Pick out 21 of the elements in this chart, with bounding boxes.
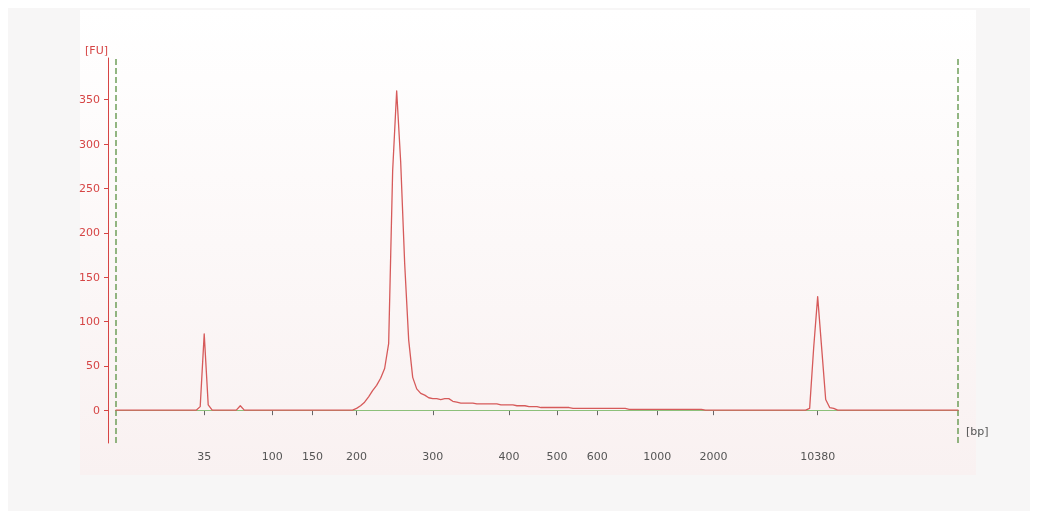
x-tick-label: 1000 [643, 450, 672, 463]
y-tick-label: 0 [93, 403, 100, 417]
y-tick-label: 50 [86, 359, 100, 373]
y-tick-label: 350 [79, 93, 100, 107]
x-tick-label: 500 [546, 450, 568, 463]
x-tick-label: 2000 [699, 450, 728, 463]
y-tick-label: 100 [79, 314, 100, 328]
x-axis-title: [bp] [966, 425, 989, 439]
x-tick-label: 35 [197, 450, 212, 463]
y-tick-label: 200 [79, 226, 100, 240]
x-tick-label: 10380 [800, 450, 836, 463]
x-tick-label: 200 [346, 450, 368, 463]
x-tick-label: 300 [422, 450, 444, 463]
x-tick-label: 400 [498, 450, 520, 463]
y-axis-title: [FU] [85, 44, 108, 57]
x-tick-label: 600 [586, 450, 608, 463]
y-tick-label: 300 [79, 137, 100, 151]
y-tick-label: 250 [79, 181, 100, 195]
y-tick-label: 150 [79, 270, 100, 284]
x-tick-label: 150 [301, 450, 323, 463]
x-tick-label: 100 [261, 450, 283, 463]
